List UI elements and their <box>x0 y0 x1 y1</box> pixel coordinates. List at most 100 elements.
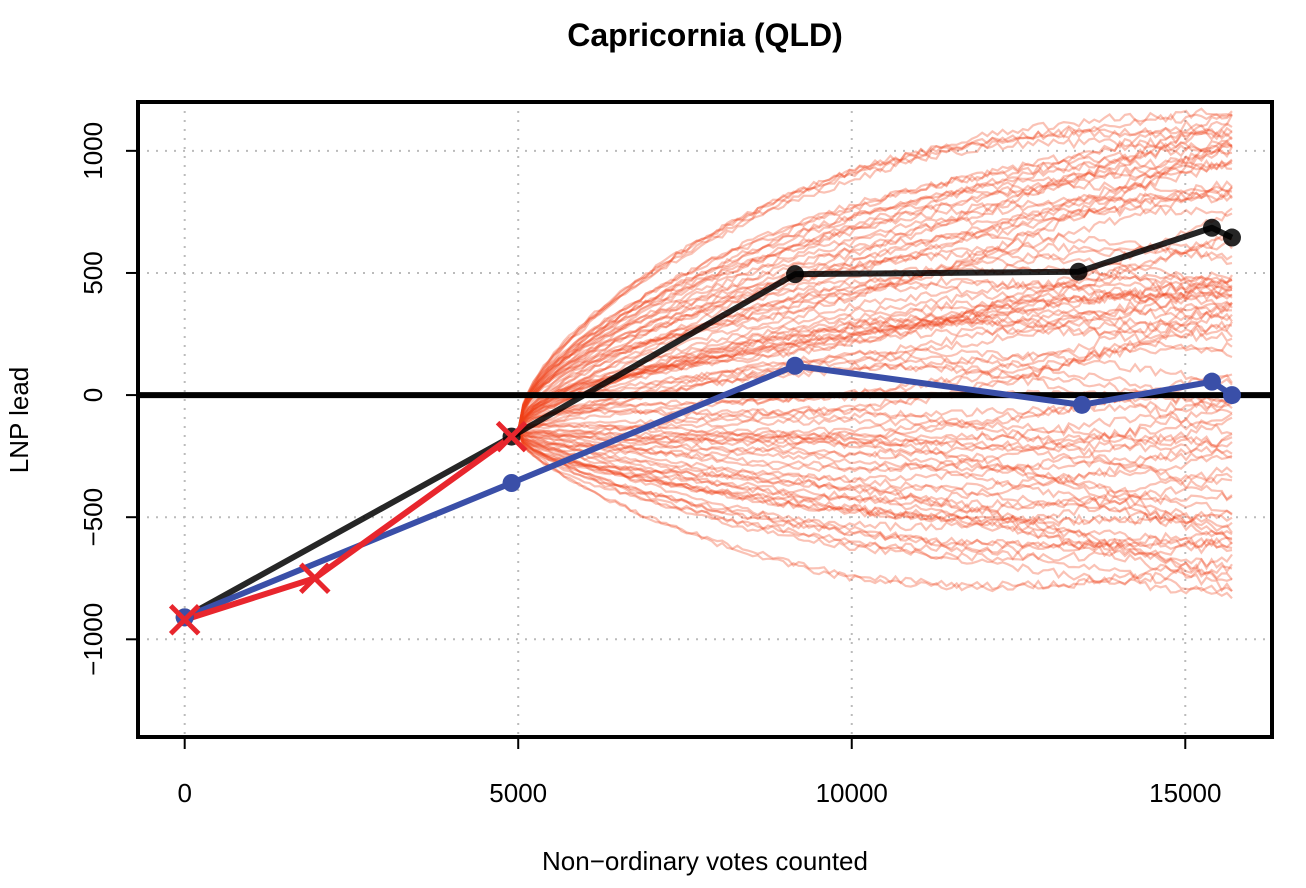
simulation-line <box>517 276 1233 432</box>
simulation-line <box>517 233 1233 433</box>
simulation-line <box>517 431 1233 582</box>
simulation-line <box>517 136 1233 433</box>
simulation-line <box>517 161 1233 432</box>
simulation-line <box>517 284 1233 433</box>
simulation-line <box>517 430 1233 510</box>
simulation-line <box>517 159 1233 432</box>
simulation-line <box>517 306 1233 434</box>
simulation-line <box>517 430 1233 541</box>
simulation-line <box>517 301 1233 433</box>
simulation-line <box>517 430 1233 591</box>
simulation-line <box>517 137 1233 433</box>
x-tick-label: 15000 <box>1149 778 1221 808</box>
simulation-line <box>517 398 1233 450</box>
simulation-line <box>518 417 1233 448</box>
simulation-line <box>517 431 1233 594</box>
simulation-line <box>518 399 1233 474</box>
simulation-line <box>517 278 1233 434</box>
simulation-line <box>517 278 1233 432</box>
simulation-line <box>517 242 1233 432</box>
simulation-line <box>517 347 1233 432</box>
simulation-line <box>517 128 1233 432</box>
simulation-line <box>517 430 1233 563</box>
simulation-line <box>518 431 1233 455</box>
chart-title: Capricornia (QLD) <box>567 17 843 53</box>
simulation-lines <box>517 107 1233 600</box>
simulation-line <box>517 139 1233 433</box>
simulation-line <box>517 431 1233 593</box>
y-tick-label: 500 <box>78 251 108 294</box>
x-tick-label: 10000 <box>816 778 888 808</box>
series-point <box>502 474 521 492</box>
simulation-line <box>517 430 1233 540</box>
simulation-line <box>517 185 1233 432</box>
series-point <box>168 604 201 636</box>
simulation-line <box>517 362 1233 434</box>
simulation-line <box>517 114 1233 432</box>
simulation-line <box>517 159 1233 432</box>
simulation-line <box>517 234 1233 432</box>
simulation-line <box>518 431 1233 473</box>
simulation-line <box>517 400 1233 433</box>
simulation-line <box>517 431 1233 593</box>
simulation-line <box>517 143 1233 433</box>
simulation-line <box>517 431 1233 528</box>
series-point <box>1202 372 1221 391</box>
simulation-line <box>517 128 1233 433</box>
simulation-line <box>517 431 1233 551</box>
simulation-line <box>517 191 1233 432</box>
series-point <box>1202 218 1221 237</box>
simulation-line <box>517 431 1233 486</box>
simulation-line <box>517 326 1233 432</box>
simulation-line <box>517 186 1233 433</box>
series-point <box>1222 228 1241 247</box>
simulation-line <box>517 309 1233 433</box>
simulation-line <box>517 412 1233 459</box>
simulation-line <box>517 406 1233 502</box>
simulation-line <box>517 430 1233 504</box>
x-tick-label: 0 <box>177 778 191 808</box>
series-point <box>1072 395 1091 414</box>
simulation-line <box>517 430 1233 527</box>
y-tick-label: 1000 <box>78 122 108 180</box>
series-point <box>495 420 528 453</box>
simulation-line <box>517 432 1233 574</box>
y-tick-label: −1000 <box>78 603 108 676</box>
simulation-line <box>517 430 1233 518</box>
simulation-line <box>517 431 1233 581</box>
simulation-line <box>517 431 1233 515</box>
simulation-line <box>517 122 1233 432</box>
simulation-line <box>517 431 1233 534</box>
simulation-line <box>517 284 1233 433</box>
series-point <box>1222 386 1241 405</box>
simulation-line <box>517 430 1233 493</box>
simulation-line <box>517 300 1233 433</box>
simulation-line <box>517 286 1233 433</box>
simulation-line <box>517 274 1233 433</box>
simulation-line <box>517 318 1233 432</box>
series-markers <box>168 218 1241 636</box>
simulation-line <box>517 240 1233 432</box>
simulation-line <box>517 141 1233 431</box>
series-point <box>786 265 805 284</box>
y-tick-label: 0 <box>78 388 108 402</box>
simulation-line <box>517 430 1233 532</box>
simulation-line <box>517 231 1233 433</box>
simulation-line <box>517 301 1233 433</box>
simulation-line <box>517 107 1233 432</box>
simulation-line <box>517 320 1233 433</box>
series-point <box>1069 262 1088 281</box>
x-axis-label: Non−ordinary votes counted <box>542 846 868 876</box>
simulation-line <box>517 271 1233 433</box>
simulation-line <box>517 429 1233 447</box>
simulation-line <box>517 430 1233 528</box>
simulation-line <box>517 317 1233 433</box>
simulation-line <box>517 189 1233 433</box>
simulation-line <box>517 125 1233 433</box>
simulation-line <box>517 110 1233 432</box>
y-axis: −1000 −500 0 500 1000 <box>78 122 138 676</box>
simulation-line <box>517 146 1233 433</box>
series-point <box>786 356 805 375</box>
simulation-line <box>517 180 1233 433</box>
